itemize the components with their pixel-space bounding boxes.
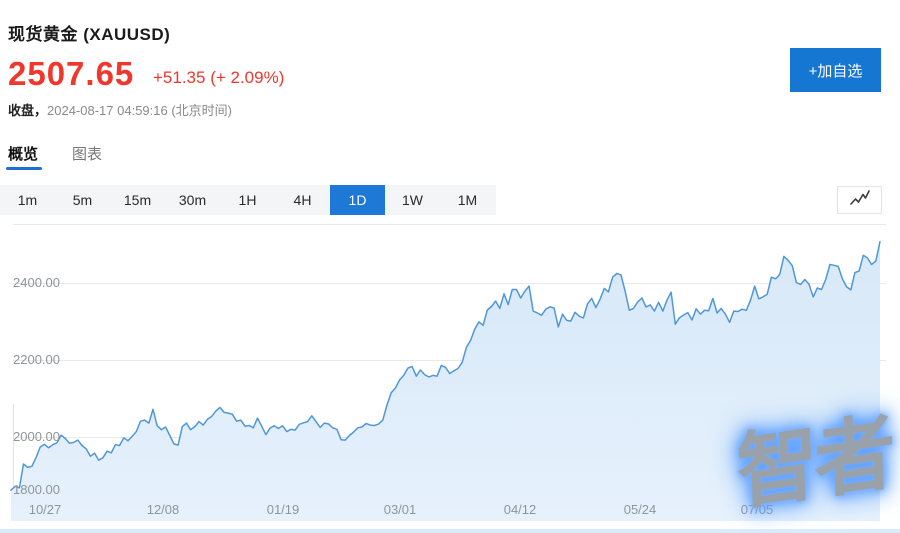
range-button-5m[interactable]: 5m	[72, 192, 93, 208]
x-tick-label: 03/01	[383, 502, 417, 517]
price-change: +51.35 (+ 2.09%)	[153, 68, 285, 87]
watermark: 智者	[735, 406, 894, 521]
close-status-line: 收盘，2024-08-17 04:59:16 (北京时间)	[8, 100, 232, 119]
x-tick-label: 10/27	[28, 502, 62, 517]
close-timestamp: 2024-08-17 04:59:16 (北京时间)	[47, 103, 232, 118]
x-tick-label: 12/08	[146, 502, 180, 517]
range-button-4H[interactable]: 4H	[293, 192, 312, 208]
x-tick-label: 07/05	[740, 502, 774, 517]
range-button-1W[interactable]: 1W	[402, 192, 423, 208]
range-button-1D[interactable]: 1D	[330, 185, 385, 215]
y-tick-label: 2000.00	[13, 429, 60, 444]
range-button-1m[interactable]: 1m	[17, 192, 38, 208]
range-button-30m[interactable]: 30m	[178, 192, 207, 208]
x-tick-label: 05/24	[623, 502, 657, 517]
price-area-chart[interactable]	[0, 224, 900, 522]
y-tick-label: 2200.00	[13, 352, 60, 367]
y-tick-label: 1800.00	[13, 482, 60, 497]
y-tick-label: 2400.00	[13, 275, 60, 290]
timeframe-bar: 1m 5m 15m 30m 1H 4H 1D 1W 1M	[0, 185, 496, 215]
range-button-1H[interactable]: 1H	[238, 192, 257, 208]
range-button-15m[interactable]: 15m	[123, 192, 152, 208]
last-price: 2507.65	[8, 55, 135, 92]
line-chart-icon	[848, 188, 872, 213]
tab-overview[interactable]: 概览	[8, 146, 39, 163]
active-tab-underline	[6, 167, 42, 170]
add-watchlist-button[interactable]: +加自选	[790, 48, 881, 92]
x-tick-label: 04/12	[503, 502, 537, 517]
x-tick-label: 01/19	[266, 502, 300, 517]
range-button-1M[interactable]: 1M	[457, 192, 478, 208]
bottom-edge-strip	[0, 529, 900, 533]
close-status-label: 收盘，	[8, 103, 48, 118]
page-title: 现货黄金 (XAUUSD)	[8, 25, 171, 44]
price-line	[10, 240, 881, 491]
chart-type-button[interactable]	[837, 186, 882, 214]
tab-chart[interactable]: 图表	[72, 146, 103, 163]
